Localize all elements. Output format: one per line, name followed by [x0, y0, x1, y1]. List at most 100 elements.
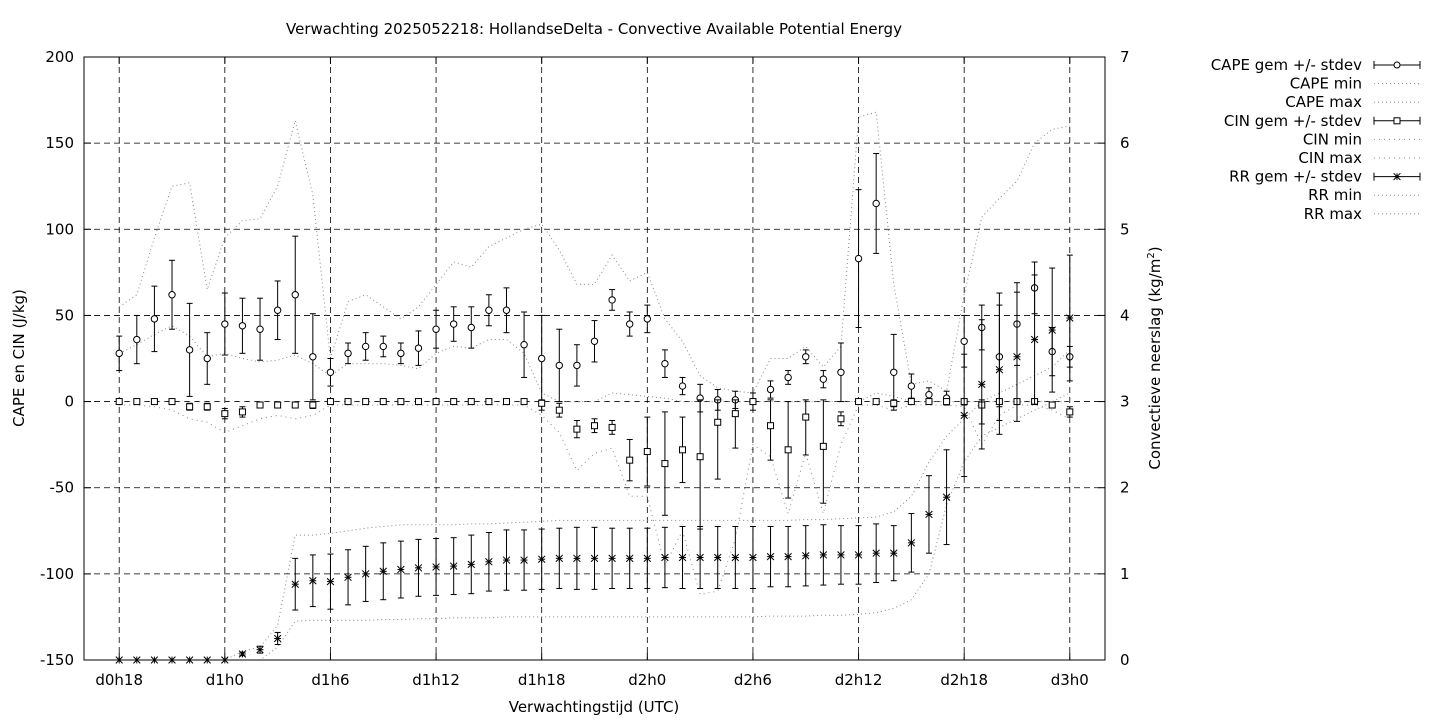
- rr-point: [907, 539, 916, 547]
- y-tick-label-left: 100: [45, 220, 74, 238]
- cape-point: [555, 361, 563, 370]
- cape-point: [309, 353, 317, 361]
- rr-point: [661, 553, 669, 562]
- cin-point: [626, 456, 634, 464]
- x-axis-label: Verwachtingstijd (UTC): [509, 698, 680, 716]
- rr-point: [537, 555, 546, 563]
- rr-point-stroke: [344, 573, 352, 582]
- legend-label: RR min: [1308, 186, 1362, 204]
- x-tick-label: d1h6: [311, 671, 349, 689]
- x-tick-label: d0h18: [95, 671, 143, 689]
- y-tick-label-right: 2: [1120, 479, 1130, 497]
- legend-marker-circle: [1393, 61, 1401, 69]
- cape-point: [907, 382, 916, 390]
- rr-point: [995, 365, 1004, 374]
- cin-point: [943, 398, 951, 406]
- rr-point: [749, 553, 757, 562]
- cin-point: [855, 398, 863, 406]
- rr-point-stroke: [731, 553, 740, 562]
- rr-point-stroke: [1048, 326, 1056, 334]
- rr-point-stroke: [643, 554, 652, 563]
- cin-point: [784, 446, 792, 454]
- rr-point: [238, 650, 247, 658]
- cape-point: [221, 320, 229, 328]
- rr-point-stroke: [661, 553, 669, 562]
- rr-point: [573, 554, 581, 563]
- rr-point-stroke: [1066, 314, 1074, 322]
- plot-frame: [83, 56, 1106, 661]
- rr-point: [819, 551, 828, 559]
- cin-point: [714, 418, 722, 426]
- cin-point: [414, 398, 422, 406]
- rr-point: [326, 577, 335, 586]
- y-tick-label-right: 4: [1120, 306, 1130, 324]
- cin-point: [573, 425, 581, 433]
- rr-point: [309, 576, 317, 585]
- cape-point: [449, 320, 458, 328]
- rr-point: [837, 551, 845, 559]
- y-tick-label-right: 7: [1120, 48, 1130, 66]
- cin-point: [696, 453, 704, 461]
- chart-title: Verwachting 2025052218: HollandseDelta -…: [286, 20, 902, 38]
- y-tick-label-left: -150: [40, 651, 74, 669]
- rr-point-stroke: [766, 552, 775, 561]
- cape-point: [467, 323, 475, 332]
- rr-point: [1013, 353, 1021, 361]
- cape-point: [432, 325, 440, 333]
- cin-point: [767, 422, 775, 430]
- cape-point: [273, 306, 282, 314]
- legend-marker-square: [1393, 117, 1401, 125]
- cin-point: [485, 398, 493, 406]
- cin-point: [221, 410, 229, 418]
- cin-point: [802, 413, 810, 421]
- cape-point: [414, 344, 423, 352]
- rr-point: [502, 556, 511, 564]
- cape-point: [344, 349, 352, 358]
- rr-point: [432, 563, 440, 571]
- rr-point-stroke: [537, 555, 546, 563]
- y-axis-label-right-base: Convectieve neerslag (kg/m: [1146, 259, 1164, 470]
- rr-point: [361, 570, 370, 578]
- rr-point-stroke: [942, 493, 951, 501]
- rr-point-stroke: [467, 560, 476, 569]
- cin-point: [538, 399, 546, 407]
- x-tick-label: d1h12: [412, 671, 460, 689]
- rr-point-stroke: [995, 365, 1004, 374]
- cape-point: [238, 322, 247, 330]
- rr-point-stroke: [608, 554, 616, 563]
- cin-point: [150, 398, 158, 406]
- rr-point-stroke: [784, 552, 792, 561]
- x-tick-label: d1h18: [518, 671, 566, 689]
- x-tick-label: d2h18: [940, 671, 988, 689]
- rr-min-line: [119, 392, 1071, 661]
- cin-point: [115, 398, 123, 406]
- legend-label: CAPE gem +/- stdev: [1211, 56, 1362, 74]
- cape-point: [115, 349, 123, 358]
- rr-point-stroke: [449, 562, 458, 570]
- rr-point: [678, 553, 687, 562]
- legend-label: CAPE max: [1285, 93, 1362, 111]
- cape-point: [643, 315, 652, 323]
- y-tick-label-left: -100: [40, 565, 74, 583]
- legend-label: RR gem +/- stdev: [1229, 168, 1362, 186]
- rr-point: [1048, 326, 1056, 334]
- cin-point: [168, 398, 176, 406]
- cin-point: [256, 401, 264, 409]
- rr-point: [555, 554, 564, 563]
- cin-point: [291, 401, 299, 409]
- y-tick-label-right: 0: [1120, 651, 1130, 669]
- cin-point: [309, 401, 317, 409]
- y-tick-label-right: 1: [1120, 565, 1130, 583]
- cape-point: [890, 368, 898, 376]
- cape-point: [291, 291, 299, 299]
- cape-point: [520, 341, 528, 349]
- axes: d0h18 d1h0 d1h6 d1h12 d1h18 d2h0 d2h6 d2h12 d2h1…: [40, 48, 1130, 689]
- cin-point: [203, 403, 211, 411]
- cape-point: [185, 346, 194, 354]
- cape-point: [361, 342, 370, 351]
- rr-point: [291, 580, 299, 588]
- rr-point: [942, 493, 951, 501]
- rr-point-stroke: [291, 580, 299, 588]
